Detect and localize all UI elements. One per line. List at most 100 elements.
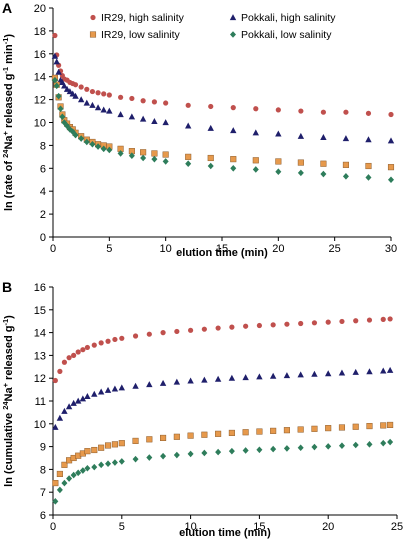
data-point [89, 101, 96, 108]
data-point [229, 14, 237, 21]
data-point [57, 368, 63, 374]
data-point [72, 131, 79, 139]
data-point [228, 447, 235, 455]
legend: IR29, high salinity Pokkali, high salinit… [89, 12, 336, 41]
y-axis-title-part: ln (rate of [3, 158, 15, 211]
data-point [342, 161, 349, 168]
data-point [366, 317, 373, 323]
data-point [365, 110, 372, 116]
data-point [185, 122, 192, 129]
data-point [230, 31, 236, 38]
data-point [230, 165, 237, 172]
x-tick-label: 5 [106, 243, 112, 255]
data-point [111, 441, 118, 448]
data-point [353, 318, 359, 324]
data-point [52, 423, 59, 430]
y-tick-label: 16 [34, 282, 46, 294]
data-point [230, 105, 236, 111]
data-point [338, 424, 346, 431]
data-point [252, 129, 259, 136]
y-axis-title-part: released g [3, 74, 15, 131]
data-point [55, 92, 62, 100]
data-point [95, 90, 101, 96]
data-point [132, 333, 139, 339]
data-point [297, 371, 304, 378]
data-point [228, 429, 235, 436]
data-point [151, 155, 158, 163]
data-point [339, 318, 345, 325]
data-point [297, 169, 304, 177]
data-point [52, 377, 58, 384]
data-point [104, 386, 112, 393]
data-point [188, 327, 194, 333]
y-tick-label: 4 [40, 186, 46, 198]
y-tick-label: 6 [40, 163, 46, 175]
data-point [208, 103, 214, 110]
y-tick-label: 13 [34, 350, 46, 362]
series-1 [52, 366, 394, 430]
data-point [119, 335, 125, 341]
y-axis-title-superscript: 24 [1, 401, 10, 410]
data-point [61, 407, 68, 414]
x-tick-label: 10 [160, 243, 172, 255]
data-point [284, 321, 290, 327]
data-point [71, 352, 77, 358]
data-point [59, 113, 66, 121]
data-point [94, 104, 102, 111]
data-point [78, 84, 84, 90]
data-point [118, 94, 124, 100]
y-axis-title-part: min [3, 44, 15, 67]
data-point [207, 162, 214, 170]
series-0 [52, 32, 394, 118]
data-point [159, 379, 167, 386]
data-point [100, 106, 107, 113]
data-point [78, 135, 85, 142]
data-point [53, 58, 60, 65]
data-point [388, 176, 394, 184]
data-point [252, 166, 259, 173]
data-point [366, 423, 373, 430]
data-point [270, 322, 276, 328]
data-point [160, 452, 167, 460]
data-point [386, 366, 394, 373]
data-point [160, 434, 167, 441]
legend-item: IR29, high salinity [90, 12, 185, 24]
data-point [201, 326, 207, 332]
y-axis-title-superscript: + [1, 130, 10, 135]
data-point [106, 107, 113, 114]
data-point [132, 382, 139, 389]
data-point [365, 174, 372, 181]
data-point [53, 82, 60, 90]
data-point [229, 324, 235, 330]
x-tick-label: 30 [385, 243, 397, 255]
data-point [174, 328, 180, 335]
x-tick-label: 0 [50, 521, 56, 533]
panel-letter: B [2, 279, 12, 295]
data-point [320, 170, 327, 178]
data-point [242, 447, 249, 454]
data-point [91, 446, 98, 454]
data-point [101, 91, 107, 97]
y-axis-title-superscript: -1 [1, 319, 10, 326]
data-point [320, 160, 327, 167]
data-point [207, 154, 214, 162]
data-point [140, 154, 147, 162]
data-point [365, 136, 372, 143]
data-point [84, 448, 91, 455]
y-axis-title-part: ) [3, 315, 15, 319]
data-point [128, 152, 135, 160]
y-tick-label: 12 [34, 373, 46, 385]
x-axis-title: elution time (min) [179, 527, 271, 539]
y-axis-title-part: ) [3, 34, 15, 38]
data-point [90, 14, 96, 21]
y-tick-label: 14 [34, 328, 46, 340]
data-point [129, 95, 135, 102]
data-point [163, 100, 169, 106]
data-point [214, 375, 222, 382]
data-point [173, 433, 180, 440]
data-point [146, 381, 153, 388]
data-point [270, 427, 277, 434]
data-point [139, 115, 147, 122]
data-point [185, 102, 191, 108]
